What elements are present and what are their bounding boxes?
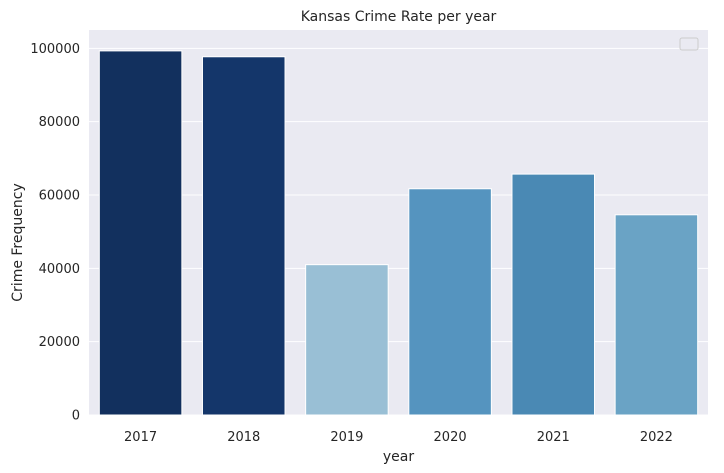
x-tick-label: 2017 [124,430,157,445]
y-tick-label: 20000 [39,335,80,350]
plot-area [89,30,708,415]
bar-2019 [305,264,389,416]
gridlines [89,47,708,416]
x-tick-label: 2018 [227,430,260,445]
y-tick-label: 0 [72,409,80,424]
x-axis-label: year [383,449,414,465]
bar-2018 [201,56,286,416]
bars [98,50,699,416]
bar-2022 [614,214,699,416]
y-tick-label: 40000 [39,262,80,277]
y-tick-label: 60000 [39,189,80,204]
chart-title: Kansas Crime Rate per year [301,9,497,25]
y-tick-label: 100000 [30,42,80,57]
x-tick-label: 2019 [330,430,363,445]
x-tick-labels: 2017 2018 2019 2020 2021 2022 [124,430,673,445]
y-tick-label: 80000 [39,115,80,130]
legend [679,37,699,51]
x-tick-label: 2020 [434,430,467,445]
bar-2021 [511,173,596,416]
x-tick-label: 2022 [640,430,673,445]
y-tick-labels: 0 20000 40000 60000 80000 100000 [30,42,80,424]
bar-2020 [408,188,492,416]
x-tick-label: 2021 [537,430,570,445]
y-axis-label: Crime Frequency [10,183,26,301]
bar-2017 [98,50,183,416]
